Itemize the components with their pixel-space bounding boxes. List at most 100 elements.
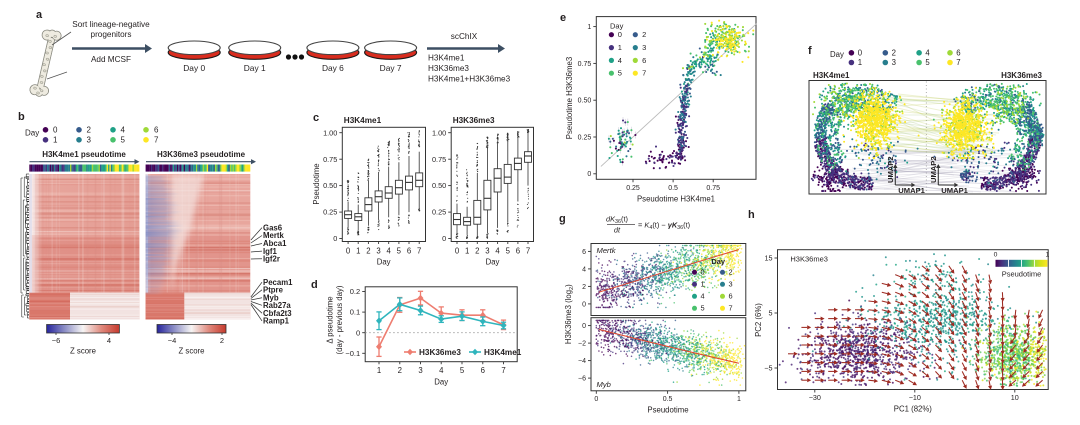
svg-text:6: 6 [582, 249, 586, 256]
svg-text:7: 7 [154, 136, 159, 145]
svg-text:1.00: 1.00 [432, 128, 446, 137]
svg-text:−30: −30 [809, 393, 821, 402]
svg-text:H3K36me3: H3K36me3 [1001, 71, 1042, 80]
svg-text:4: 4 [618, 56, 622, 65]
svg-text:3: 3 [376, 247, 380, 256]
svg-text:2: 2 [582, 284, 586, 291]
svg-text:UMAP2: UMAP2 [929, 156, 938, 183]
svg-text:Day: Day [711, 257, 725, 266]
svg-text:5: 5 [618, 69, 622, 78]
svg-text:2: 2 [366, 247, 370, 256]
svg-text:3: 3 [642, 43, 646, 52]
svg-text:2): 2) [564, 284, 575, 290]
svg-text:4: 4 [582, 266, 586, 273]
svg-text:h: h [748, 209, 755, 221]
svg-text:1.00: 1.00 [323, 128, 337, 137]
svg-text:6: 6 [642, 56, 646, 65]
svg-text:Day: Day [610, 22, 624, 31]
svg-text:H3K36me3: H3K36me3 [428, 64, 469, 73]
svg-text:UMAP1: UMAP1 [941, 186, 968, 195]
svg-text:Ramp1: Ramp1 [263, 317, 290, 326]
svg-text:Add MCSF: Add MCSF [91, 55, 131, 64]
svg-text:0.25: 0.25 [578, 134, 592, 141]
svg-text:e: e [560, 12, 566, 24]
svg-text:0.50: 0.50 [578, 98, 592, 105]
svg-text:2: 2 [87, 126, 92, 135]
svg-text:5: 5 [397, 247, 402, 256]
svg-text:−4: −4 [578, 358, 586, 365]
svg-text:5: 5 [121, 136, 126, 145]
svg-text:Pseudotime: Pseudotime [312, 163, 321, 204]
svg-text:b: b [18, 111, 25, 123]
svg-text:1: 1 [587, 24, 591, 31]
svg-text:progenitors: progenitors [91, 30, 132, 39]
svg-text:0: 0 [701, 268, 705, 277]
svg-text:4: 4 [925, 48, 930, 57]
svg-text:c: c [313, 112, 319, 124]
svg-text:Δ pseudotime: Δ pseudotime [326, 296, 335, 343]
svg-text:7: 7 [501, 366, 505, 375]
svg-text:−10: −10 [909, 393, 921, 402]
svg-text:1: 1 [701, 280, 705, 289]
svg-text:7: 7 [642, 69, 646, 78]
svg-text:dK36(t): dK36(t) [606, 215, 628, 226]
svg-text:Day 7: Day 7 [380, 63, 402, 73]
svg-text:3: 3 [485, 247, 489, 256]
svg-text:Day 1: Day 1 [244, 63, 266, 73]
svg-text:4: 4 [495, 247, 500, 256]
svg-text:0: 0 [442, 234, 446, 243]
svg-text:Igf2r: Igf2r [263, 254, 280, 263]
svg-text:6: 6 [481, 366, 485, 375]
svg-text:0.50: 0.50 [432, 181, 446, 190]
svg-text:Day: Day [486, 258, 500, 267]
svg-text:H3K4me1: H3K4me1 [344, 116, 382, 125]
svg-text:0: 0 [455, 247, 460, 256]
svg-text:1: 1 [377, 366, 381, 375]
svg-text:3: 3 [729, 280, 733, 289]
svg-text:7: 7 [956, 58, 960, 67]
svg-text:H3K36me3 (log: H3K36me3 (log [564, 290, 573, 344]
svg-text:7: 7 [526, 247, 530, 256]
svg-text:(day - previous day): (day - previous day) [335, 285, 344, 354]
svg-text:2: 2 [220, 336, 224, 345]
svg-text:5: 5 [925, 58, 930, 67]
svg-text:3: 3 [87, 136, 92, 145]
svg-text:H3K36me3 pseudotime: H3K36me3 pseudotime [157, 150, 246, 159]
svg-text:H3K4me1+H3K36me3: H3K4me1+H3K36me3 [428, 75, 511, 84]
svg-text:H3K36me3: H3K36me3 [790, 255, 828, 264]
svg-text:H3K4me1 pseudotime: H3K4me1 pseudotime [42, 150, 126, 159]
svg-text:g: g [559, 213, 566, 225]
svg-text:UMAP2: UMAP2 [886, 156, 895, 183]
svg-text:H3K4me1: H3K4me1 [428, 54, 465, 63]
svg-text:4: 4 [701, 292, 705, 301]
svg-text:scChIX: scChIX [451, 32, 478, 41]
svg-text:0.5: 0.5 [668, 185, 678, 192]
svg-text:0.1: 0.1 [350, 308, 360, 317]
svg-text:15: 15 [765, 253, 773, 262]
svg-text:Gas6: Gas6 [263, 223, 283, 232]
svg-text:0.25: 0.25 [432, 208, 446, 217]
svg-text:Ptpre: Ptpre [263, 286, 284, 295]
svg-text:2: 2 [892, 48, 896, 57]
svg-text:a: a [36, 9, 43, 21]
svg-text:0.25: 0.25 [626, 185, 640, 192]
svg-text:Day: Day [377, 258, 391, 267]
svg-text:−6: −6 [578, 376, 586, 383]
svg-text:H3K4me1: H3K4me1 [484, 348, 522, 357]
svg-text:0.75: 0.75 [578, 61, 592, 68]
svg-text:3: 3 [892, 58, 896, 67]
svg-text:Pecam1: Pecam1 [263, 278, 293, 287]
svg-text:6: 6 [729, 292, 733, 301]
svg-text:Rab27a: Rab27a [263, 301, 291, 310]
svg-text:Pseudotime H3K4me1: Pseudotime H3K4me1 [637, 195, 715, 204]
svg-text:0.50: 0.50 [323, 181, 337, 190]
svg-text:0: 0 [53, 126, 58, 135]
svg-text:1: 1 [737, 396, 741, 403]
svg-text:0.75: 0.75 [706, 185, 720, 192]
svg-text:Abca1: Abca1 [263, 239, 287, 248]
svg-text:= K4(t) − γK36(t): = K4(t) − γK36(t) [638, 221, 690, 232]
svg-text:0: 0 [858, 48, 863, 57]
svg-text:0.2: 0.2 [350, 287, 360, 296]
svg-text:Mertk: Mertk [597, 246, 617, 255]
svg-text:6: 6 [956, 48, 960, 57]
